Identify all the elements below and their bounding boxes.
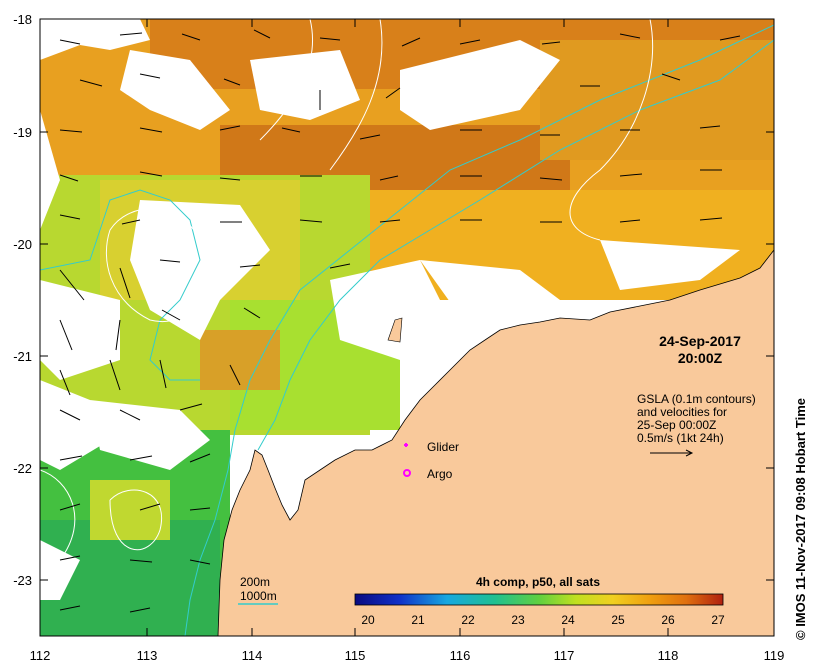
y-tick-label: -22 <box>13 461 32 476</box>
x-tick-label: 119 <box>764 648 785 663</box>
colorbar-ticks: 20 21 22 23 24 25 26 27 <box>361 613 725 627</box>
date-label: 24-Sep-2017 <box>659 333 741 349</box>
isobath-200-label: 200m <box>240 575 270 589</box>
gsla-note-line: 25-Sep 00:00Z <box>637 418 716 432</box>
gsla-note-line: 0.5m/s (1kt 24h) <box>637 431 724 445</box>
time-label: 20:00Z <box>678 350 723 366</box>
argo-marker <box>403 469 411 477</box>
colorbar-tick-label: 22 <box>461 613 475 627</box>
sst-field <box>40 19 774 636</box>
x-tick-label: 117 <box>554 648 575 663</box>
y-tick-marks <box>40 18 774 581</box>
colorbar-title: 4h comp, p50, all sats <box>476 575 600 589</box>
colorbar <box>354 593 724 606</box>
y-tick-label: -19 <box>13 125 32 140</box>
plot-frame <box>39 18 775 637</box>
colorbar-tick-label: 20 <box>361 613 375 627</box>
gsla-note-line: and velocities for <box>637 405 727 419</box>
x-tick-label: 112 <box>30 648 51 663</box>
cloud-gaps <box>40 19 740 600</box>
gsla-contours <box>40 19 653 561</box>
glider-label: Glider <box>427 440 459 454</box>
land-mass <box>218 250 774 636</box>
colorbar-tick-label: 21 <box>411 613 425 627</box>
x-tick-label: 113 <box>137 648 158 663</box>
argo-label: Argo <box>427 467 453 481</box>
x-tick-marks <box>39 19 775 636</box>
colorbar-tick-label: 27 <box>711 613 725 627</box>
x-tick-label: 116 <box>450 648 471 663</box>
isobaths <box>40 24 774 636</box>
colorbar-tick-label: 25 <box>611 613 625 627</box>
colorbar-tick-label: 24 <box>561 613 575 627</box>
glider-marker <box>404 443 408 447</box>
isobath-1000-label: 1000m <box>240 589 277 603</box>
gsla-note-line: GSLA (0.1m contours) <box>637 392 756 406</box>
y-tick-label: -20 <box>13 237 32 252</box>
x-tick-label: 118 <box>658 648 679 663</box>
x-tick-label: 115 <box>345 648 366 663</box>
velocity-scale-arrow <box>650 449 694 457</box>
colorbar-tick-label: 23 <box>511 613 525 627</box>
y-tick-label: -21 <box>13 349 32 364</box>
y-tick-label: -23 <box>13 573 32 588</box>
velocity-arrows <box>59 29 741 613</box>
y-tick-label: -18 <box>13 12 32 27</box>
credit-text: © IMOS 11-Nov-2017 09:08 Hobart Time <box>793 398 808 640</box>
x-tick-label: 114 <box>242 648 263 663</box>
colorbar-tick-label: 26 <box>661 613 675 627</box>
